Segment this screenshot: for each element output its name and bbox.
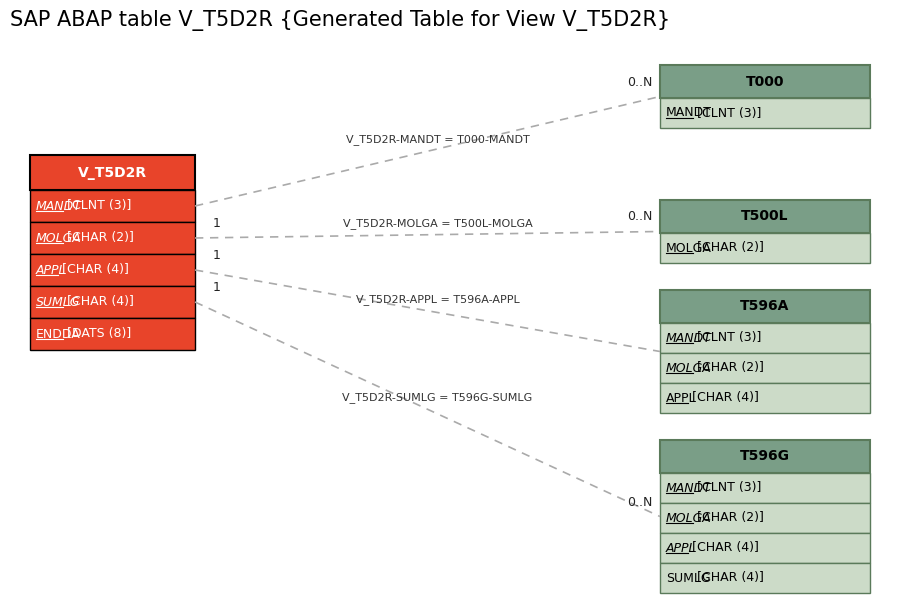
Text: 1: 1 (213, 249, 220, 262)
Text: [CHAR (2)]: [CHAR (2)] (693, 512, 763, 525)
Text: APPL [CHAR (4)]: APPL [CHAR (4)] (666, 392, 767, 405)
Text: [CLNT (3)]: [CLNT (3)] (693, 482, 760, 494)
Text: MANDT [CLNT (3)]: MANDT [CLNT (3)] (666, 482, 779, 494)
Text: MANDT: MANDT (666, 482, 711, 494)
Text: [CHAR (4)]: [CHAR (4)] (687, 541, 758, 555)
Bar (30, 222, 195, 254)
Text: MANDT: MANDT (36, 199, 82, 213)
Bar (30, 190, 195, 222)
Text: V_T5D2R-MANDT = T000-MANDT: V_T5D2R-MANDT = T000-MANDT (345, 134, 529, 145)
Text: [CLNT (3)]: [CLNT (3)] (693, 106, 760, 119)
Text: 0..N: 0..N (626, 76, 651, 89)
Text: [DATS (8)]: [DATS (8)] (63, 328, 131, 341)
Text: T500L: T500L (740, 210, 788, 223)
Text: V_T5D2R: V_T5D2R (78, 165, 147, 180)
Text: SUMLG [CHAR (4)]: SUMLG [CHAR (4)] (666, 571, 780, 584)
Text: SUMLG: SUMLG (666, 571, 710, 584)
Bar (659, 98, 869, 128)
Bar (30, 318, 195, 350)
Text: MOLGA [CHAR (2)]: MOLGA [CHAR (2)] (666, 362, 782, 375)
Text: T000: T000 (745, 74, 784, 89)
Bar (659, 503, 869, 533)
Bar (659, 353, 869, 383)
Text: MANDT: MANDT (666, 331, 711, 344)
Text: APPL: APPL (36, 263, 67, 277)
Bar (659, 233, 869, 263)
Text: V_T5D2R-SUMLG = T596G-SUMLG: V_T5D2R-SUMLG = T596G-SUMLG (342, 392, 532, 403)
Text: T596A: T596A (740, 300, 789, 314)
Text: [CHAR (4)]: [CHAR (4)] (63, 295, 134, 309)
Text: MOLGA: MOLGA (666, 512, 711, 525)
Bar (659, 473, 869, 503)
Text: APPL [CHAR (4)]: APPL [CHAR (4)] (666, 541, 767, 555)
Text: [CHAR (4)]: [CHAR (4)] (687, 392, 758, 405)
Text: [CLNT (3)]: [CLNT (3)] (693, 331, 760, 344)
Text: APPL [CHAR (4)]: APPL [CHAR (4)] (36, 263, 137, 277)
Text: ENDDA [DATS (8)]: ENDDA [DATS (8)] (36, 328, 149, 341)
Text: ENDDA: ENDDA (36, 328, 80, 341)
Bar (659, 440, 869, 473)
Text: [CHAR (2)]: [CHAR (2)] (63, 231, 134, 245)
Text: 1: 1 (213, 217, 220, 230)
Bar (30, 286, 195, 318)
Text: [CHAR (4)]: [CHAR (4)] (693, 571, 763, 584)
Bar (659, 383, 869, 413)
Bar (659, 65, 869, 98)
Text: MANDT [CLNT (3)]: MANDT [CLNT (3)] (666, 106, 779, 119)
Text: 1: 1 (213, 281, 220, 294)
Text: SAP ABAP table V_T5D2R {Generated Table for View V_T5D2R}: SAP ABAP table V_T5D2R {Generated Table … (10, 10, 669, 31)
Text: SUMLG [CHAR (4)]: SUMLG [CHAR (4)] (36, 295, 152, 309)
Bar (30, 155, 195, 190)
Text: V_T5D2R-MOLGA = T500L-MOLGA: V_T5D2R-MOLGA = T500L-MOLGA (342, 218, 532, 229)
Text: 0..N: 0..N (626, 496, 651, 509)
Text: 0..N: 0..N (626, 210, 651, 223)
Text: [CLNT (3)]: [CLNT (3)] (63, 199, 131, 213)
Bar (659, 200, 869, 233)
Text: V_T5D2R-APPL = T596A-APPL: V_T5D2R-APPL = T596A-APPL (355, 294, 519, 305)
Text: SUMLG: SUMLG (36, 295, 80, 309)
Text: MOLGA [CHAR (2)]: MOLGA [CHAR (2)] (666, 512, 782, 525)
Text: MOLGA: MOLGA (666, 242, 711, 255)
Bar (659, 323, 869, 353)
Text: MOLGA [CHAR (2)]: MOLGA [CHAR (2)] (666, 242, 782, 255)
Bar (659, 533, 869, 563)
Text: APPL: APPL (666, 392, 695, 405)
Text: MANDT [CLNT (3)]: MANDT [CLNT (3)] (666, 331, 779, 344)
Text: [CHAR (4)]: [CHAR (4)] (58, 263, 128, 277)
Bar (659, 563, 869, 593)
Text: MANDT [CLNT (3)]: MANDT [CLNT (3)] (36, 199, 150, 213)
Text: T596G: T596G (740, 450, 789, 464)
Text: [CHAR (2)]: [CHAR (2)] (693, 362, 763, 375)
Text: MOLGA: MOLGA (36, 231, 81, 245)
Text: MANDT: MANDT (666, 106, 712, 119)
Text: MOLGA: MOLGA (666, 362, 711, 375)
Text: MOLGA [CHAR (2)]: MOLGA [CHAR (2)] (36, 231, 153, 245)
Bar (30, 254, 195, 286)
Bar (659, 290, 869, 323)
Text: APPL: APPL (666, 541, 695, 555)
Text: [CHAR (2)]: [CHAR (2)] (693, 242, 763, 255)
